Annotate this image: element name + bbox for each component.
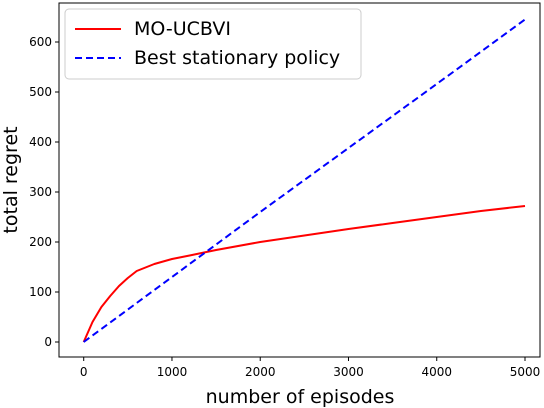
x-tick-label: 1000 (157, 365, 188, 379)
y-tick-label: 300 (29, 185, 52, 199)
legend-box (64, 8, 362, 80)
x-axis-ticks: 0 1000 2000 3000 4000 5000 (80, 357, 540, 379)
legend: MO-UCBVI Best stationary policy (64, 8, 362, 80)
series-line-best-stationary-policy (83, 18, 526, 343)
legend-label-best-stationary-policy: Best stationary policy (134, 47, 340, 69)
y-tick-label: 100 (29, 285, 52, 299)
y-tick-label: 200 (29, 235, 52, 249)
x-tick-label: 4000 (421, 365, 452, 379)
y-axis-label: total regret (0, 126, 22, 233)
y-tick-label: 0 (44, 335, 52, 349)
y-axis-ticks: 0 100 200 300 400 500 600 (29, 35, 59, 349)
series-lines (82, 18, 526, 343)
legend-label-mo-ucbvi: MO-UCBVI (134, 18, 231, 40)
x-tick-label: 3000 (333, 365, 364, 379)
x-tick-label: 5000 (510, 365, 541, 379)
series-line-mo-ucbvi (82, 205, 526, 343)
y-tick-label: 500 (29, 85, 52, 99)
y-tick-label: 600 (29, 35, 52, 49)
x-tick-label: 2000 (245, 365, 276, 379)
x-tick-label: 0 (80, 365, 88, 379)
y-tick-label: 400 (29, 135, 52, 149)
x-axis-label: number of episodes (206, 386, 395, 408)
